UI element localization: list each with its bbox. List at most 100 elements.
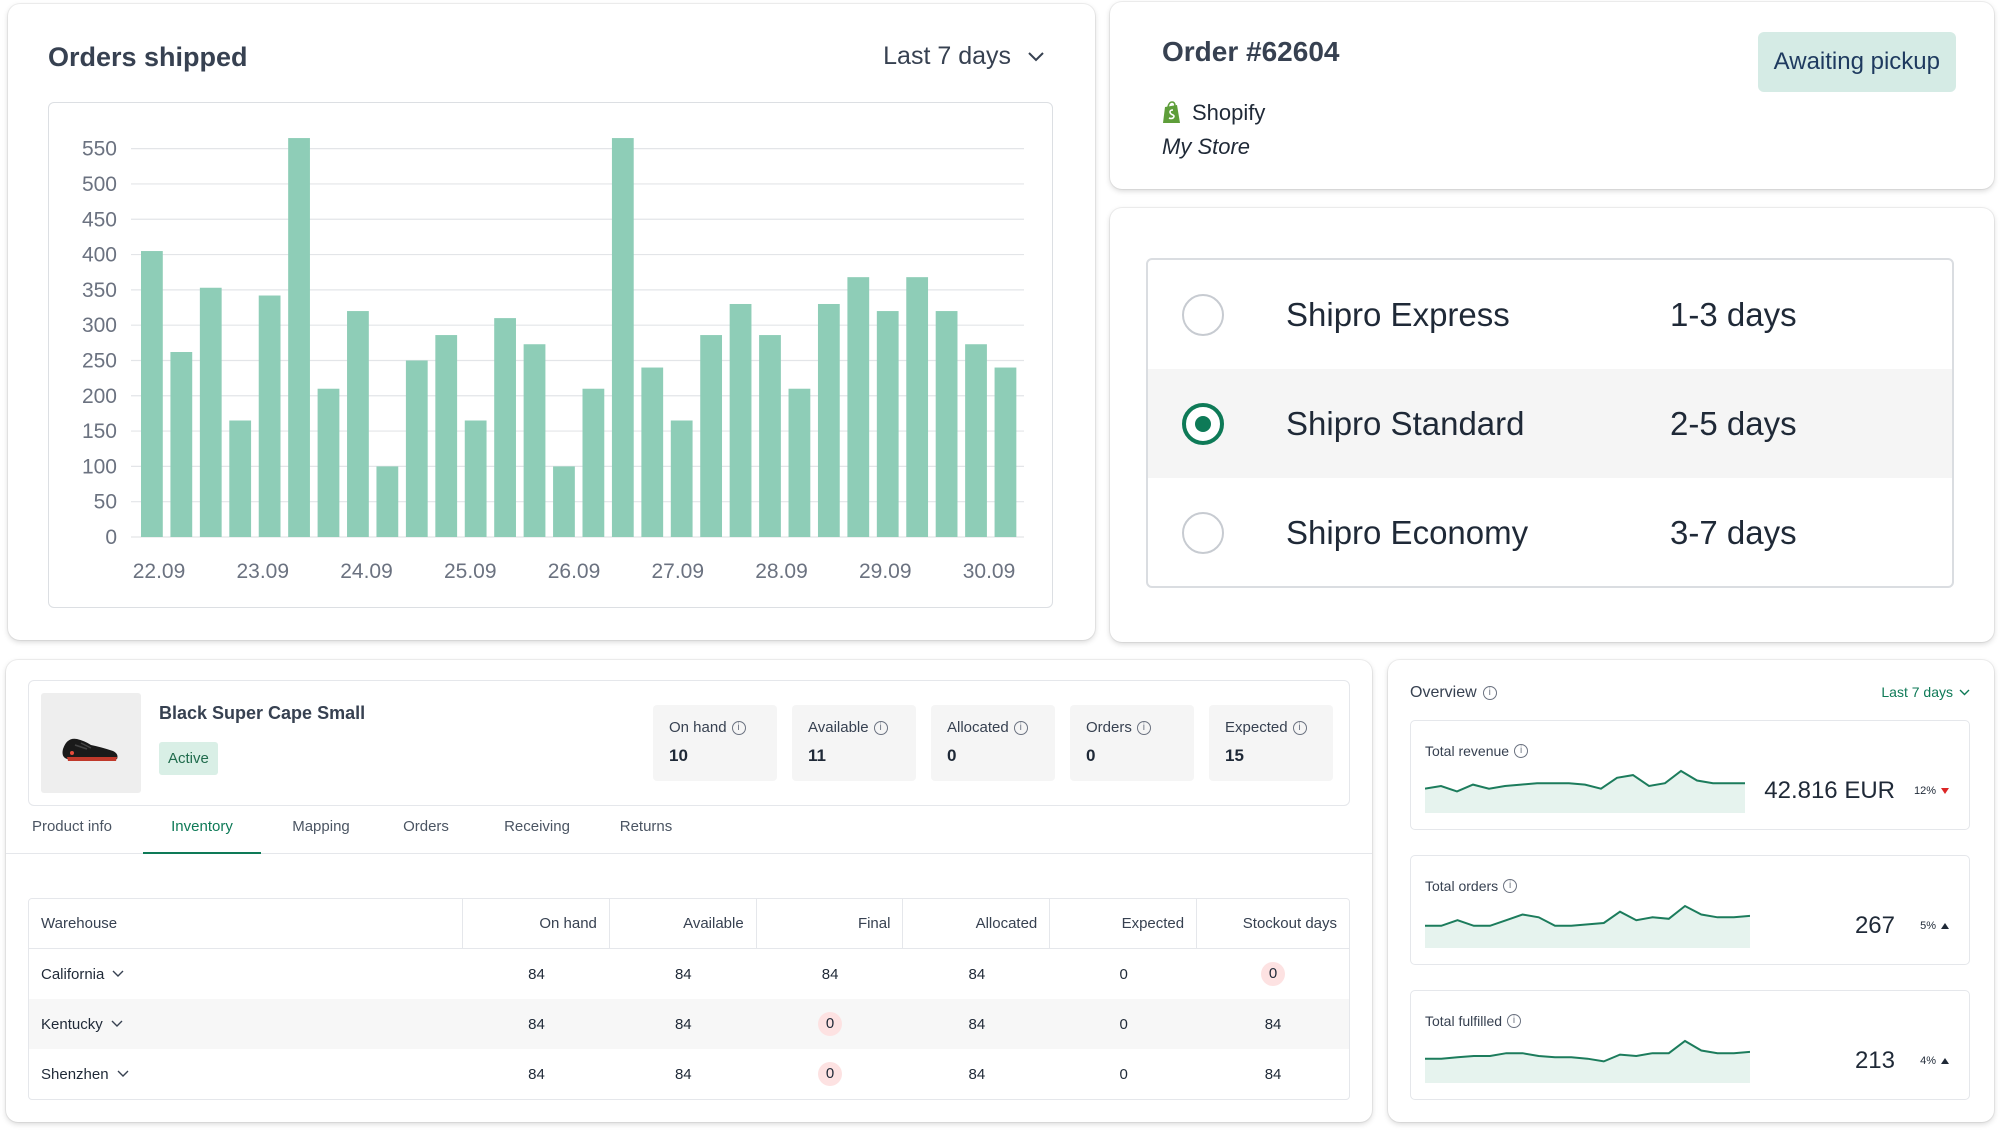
col-allocated[interactable]: Allocated [903, 899, 1051, 949]
chevron-down-icon [117, 1070, 129, 1077]
y-tick-label: 100 [82, 455, 117, 478]
chart-range-dropdown[interactable]: Last 7 days [883, 42, 1045, 71]
info-icon[interactable]: i [1292, 720, 1307, 735]
chart-bar [523, 344, 546, 537]
zero-warning-badge: 0 [818, 1062, 843, 1086]
col-warehouse[interactable]: Warehouse [29, 899, 464, 949]
chart-bar [494, 318, 516, 537]
orders-shipped-card: Orders shipped Last 7 days 0 50 100 150 200 2… [8, 4, 1095, 640]
shipping-option-days: 1-3 days [1670, 295, 1797, 333]
cell-final: 84 [821, 965, 839, 983]
cell-on-hand: 84 [528, 965, 545, 983]
revenue-sparkline [1425, 769, 1745, 813]
info-icon[interactable]: i [1514, 744, 1529, 758]
trend-down-icon [1941, 788, 1949, 794]
overview-range-dropdown[interactable]: Last 7 days [1881, 684, 1970, 700]
chart-bar [759, 335, 781, 537]
chevron-down-icon [1959, 689, 1970, 695]
table-row: Kentucky 84 84 0 84 0 84 [29, 999, 1349, 1049]
chart-bar [788, 388, 811, 537]
cell-stockout: 84 [1197, 999, 1349, 1049]
cell-allocated: 84 [968, 965, 986, 983]
col-expected[interactable]: Expected [1050, 899, 1198, 949]
chart-bar [464, 420, 487, 537]
stat-value: 0 [947, 746, 957, 765]
radio-button-selected[interactable] [1182, 402, 1224, 445]
y-tick-label: 450 [82, 208, 117, 231]
shipping-option-days: 3-7 days [1670, 513, 1797, 551]
chevron-down-icon [1028, 51, 1044, 61]
overview-range-label: Last 7 days [1881, 684, 1953, 700]
y-tick-label: 150 [82, 420, 117, 443]
chevron-down-icon [112, 970, 124, 977]
shipping-option-standard[interactable]: Shipro Standard 2-5 days [1148, 369, 1952, 478]
tab-product-info[interactable]: Product info [31, 818, 113, 835]
product-inventory-card: Black Super Cape Small Active On hand i 1… [6, 660, 1372, 1122]
info-icon[interactable]: i [731, 720, 746, 735]
stat-label: Orders [1086, 719, 1132, 736]
delta-percent: 12% [1913, 785, 1936, 797]
sparkline-area [1425, 771, 1745, 813]
warehouse-cell[interactable]: Kentucky [29, 999, 464, 1049]
info-icon[interactable]: i [1507, 1014, 1522, 1028]
info-icon[interactable]: i [1503, 879, 1518, 893]
chart-bar [347, 311, 369, 537]
product-status-badge: Active [159, 742, 218, 775]
stat-label: Available [808, 719, 869, 736]
col-final[interactable]: Final [756, 899, 904, 949]
cell-expected: 0 [1119, 965, 1128, 983]
x-tick-label: 24.09 [340, 560, 393, 583]
overview-card: Overview i Last 7 days Total revenue i 42… [1388, 660, 1994, 1122]
chart-bar [288, 138, 310, 538]
table-header-row: Warehouse On hand Available Final Alloca… [29, 899, 1349, 949]
y-tick-label: 50 [94, 491, 117, 514]
stat-allocated: Allocated i 0 [931, 705, 1055, 781]
col-on-hand[interactable]: On hand [463, 899, 610, 949]
sparkline-area [1425, 1041, 1750, 1083]
stat-label: Expected [1225, 719, 1288, 736]
chart-bar [729, 303, 752, 537]
warehouse-cell[interactable]: California [29, 949, 463, 999]
cell-available: 84 [674, 1065, 692, 1083]
shopify-icon [1163, 101, 1180, 123]
x-tick-label: 27.09 [651, 560, 704, 583]
info-icon[interactable]: i [1013, 720, 1028, 735]
sparkline-area [1425, 906, 1750, 948]
shipping-option-economy[interactable]: Shipro Economy 3-7 days [1148, 478, 1952, 586]
col-available[interactable]: Available [609, 899, 757, 949]
zero-warning-badge: 0 [1261, 962, 1286, 986]
radio-button[interactable] [1182, 511, 1224, 554]
overview-title: Overview i [1410, 684, 1497, 702]
stat-value: 15 [1225, 746, 1244, 765]
metric-value: 267 [1854, 912, 1895, 939]
order-status-badge: Awaiting pickup [1757, 32, 1956, 92]
cell-expected: 0 [1050, 999, 1198, 1049]
order-title: Order #62604 [1162, 36, 1340, 67]
chevron-down-icon [111, 1020, 123, 1027]
delta-percent: 5% [1920, 920, 1936, 932]
info-icon[interactable]: i [873, 720, 888, 735]
col-stockout-days[interactable]: Stockout days [1197, 899, 1349, 949]
product-image [41, 693, 141, 793]
store-name: My Store [1162, 134, 1251, 159]
tab-receiving[interactable]: Receiving [504, 818, 570, 835]
inventory-table: Warehouse On hand Available Final Alloca… [28, 898, 1350, 1100]
tab-returns[interactable]: Returns [619, 818, 673, 835]
tab-inventory[interactable]: Inventory [143, 810, 261, 854]
info-icon[interactable]: i [1482, 686, 1497, 700]
shipping-option-name: Shipro Economy [1286, 513, 1529, 551]
radio-button[interactable] [1182, 293, 1224, 336]
order-card: Order #62604 Shopify My Store Awaiting p… [1110, 2, 1994, 189]
orders-bar-chart: 0 50 100 150 200 250 300 350 400 450 500 550 22.09 23… [82, 138, 1024, 583]
shipping-option-express[interactable]: Shipro Express 1-3 days [1148, 260, 1952, 369]
warehouse-cell[interactable]: Shenzhen [29, 1049, 463, 1099]
stat-value: 0 [1086, 746, 1096, 765]
chart-bar [935, 311, 958, 537]
chart-bar [229, 420, 252, 537]
info-icon[interactable]: i [1136, 720, 1151, 735]
tab-mapping[interactable]: Mapping [292, 818, 350, 835]
shipping-option-days: 2-5 days [1670, 404, 1797, 442]
tab-orders[interactable]: Orders [403, 818, 449, 835]
cell-available: 84 [609, 999, 757, 1049]
warehouse-name: Kentucky [41, 1015, 103, 1033]
